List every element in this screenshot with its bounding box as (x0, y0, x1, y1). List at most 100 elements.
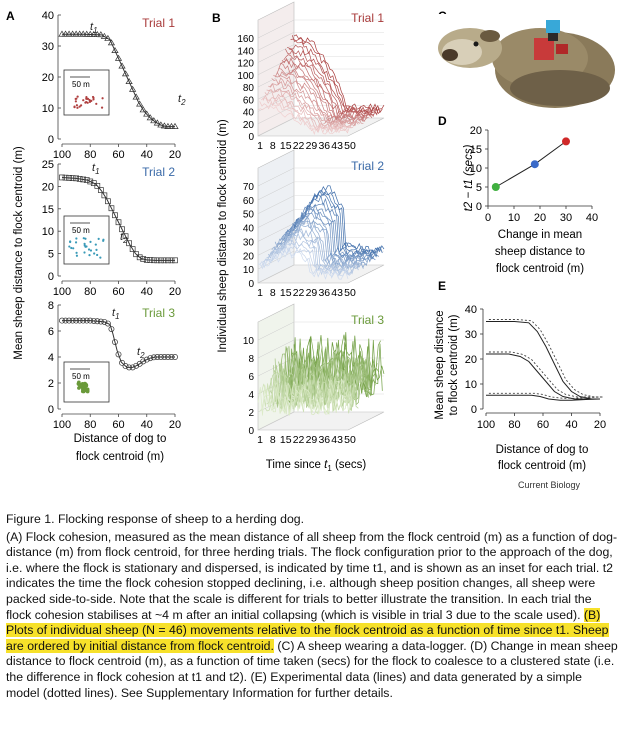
data-point (143, 356, 150, 363)
sheep-dot (75, 237, 78, 240)
x-tick-label: 29 (306, 434, 318, 446)
data-point (143, 110, 151, 117)
data-point (119, 226, 125, 233)
sheep-trace (288, 44, 380, 116)
t2-marker: t2 (137, 346, 145, 360)
sheep-dot (82, 237, 85, 240)
data-point (73, 175, 79, 182)
data-point (69, 175, 76, 181)
sheep-dot (75, 254, 79, 257)
grid-line (257, 105, 295, 124)
y-tick-label: 20 (42, 181, 54, 193)
grid-line (257, 19, 295, 39)
data-point (157, 121, 165, 128)
data-point (129, 364, 136, 371)
data-point (139, 106, 147, 113)
x-tick-label: 40 (141, 419, 153, 431)
scale-label: 50 m (72, 226, 90, 235)
sheep-trace (261, 379, 352, 415)
data-point (93, 31, 101, 38)
x-tick-label: 22 (293, 434, 305, 446)
x-tick-label: 80 (84, 419, 96, 431)
data-point (158, 257, 164, 264)
journal-credit: Current Biology (518, 480, 581, 490)
data-point (59, 317, 65, 324)
panel-d-xlabel-3: flock centroid (m) (496, 263, 584, 275)
data-point (125, 77, 133, 84)
trial-2-plot: 0 5 10 15 20 25 100 80 60 40 20 Trial 2 t1 t2 50 m (42, 159, 181, 298)
x-tick-label: 100 (477, 419, 495, 431)
t2-marker: t2 (120, 231, 128, 245)
caption-part-rest: (C) A sheep wearing a data-logger. (D) C… (6, 638, 618, 700)
y-tick-label: 10 (470, 163, 482, 175)
z-tick-label: 40 (243, 224, 255, 235)
sheep-dot (89, 249, 93, 252)
x-tick-label: 43 (331, 287, 343, 299)
grid-line (257, 339, 295, 359)
y-tick-label: 20 (465, 354, 477, 366)
data-point (76, 176, 83, 182)
x-tick-label: 15 (280, 287, 292, 299)
x-tick-label: 8 (270, 434, 276, 446)
z-tick-label: 8 (248, 354, 254, 365)
panel-e-ylabel-2: to flock centroid (m) (448, 314, 460, 415)
data-point (83, 30, 91, 37)
experimental-line (486, 353, 600, 400)
data-point (80, 317, 87, 324)
data-point (126, 364, 133, 371)
x-tick-label: 40 (141, 149, 153, 161)
data-point (73, 317, 80, 324)
panel-a-letter: A (6, 9, 15, 23)
z-tick-label: 20 (243, 120, 255, 131)
t1-marker: t1 (92, 162, 100, 176)
sheep-trace (259, 246, 351, 279)
data-point (164, 354, 171, 360)
data-point (76, 317, 83, 324)
x-tick-label: 50 (344, 287, 356, 299)
model-dotted-line (488, 351, 603, 398)
trial-1-plot: 0 10 20 30 40 100 80 60 40 20 Trial 1 t1 t2 50 m (42, 10, 186, 161)
x-tick-label: 20 (534, 212, 546, 224)
y-tick-label: 15 (470, 144, 482, 156)
trial-name: Trial 1 (351, 11, 384, 25)
z-tick-label: 4 (248, 390, 254, 401)
x-tick-label: 36 (318, 287, 330, 299)
trial-name: Trial 3 (351, 313, 384, 327)
flock-inset: 50 m (63, 361, 110, 403)
data-point (114, 54, 123, 61)
data-point (119, 359, 125, 366)
panel-d-xlabel-1: Change in mean (498, 229, 582, 241)
grid-line (257, 167, 295, 187)
data-point (133, 251, 140, 258)
sheep-dot (85, 95, 88, 99)
data-point (83, 317, 90, 324)
panel-e-xlabel-1: Distance of dog to (496, 444, 589, 456)
data-point (140, 256, 147, 262)
sheep-dot (74, 100, 77, 103)
x-tick-label: 36 (318, 140, 330, 152)
sheep-dot (85, 97, 89, 100)
sheep-dot (93, 252, 96, 255)
scale-label: 50 m (72, 80, 90, 89)
x-tick-label: 43 (331, 140, 343, 152)
y-tick-label: 5 (48, 249, 54, 261)
model-dotted-line (488, 319, 603, 398)
data-point (129, 246, 136, 252)
sheep-trace (257, 249, 349, 280)
trial-3-plot: 0 2 4 6 8 100 80 60 40 20 Trial 3 t1 t2 50 m (48, 300, 181, 431)
data-point (58, 30, 66, 37)
data-point (172, 257, 178, 264)
sheep-dot (90, 99, 93, 102)
cohesion-line (62, 33, 175, 128)
z-tick-label: 0 (248, 279, 254, 290)
panel-d: D t2 − t1 (secs) Change in mean sheep di… (438, 114, 598, 275)
y-tick-label: 10 (465, 379, 477, 391)
y-tick-label: 6 (48, 326, 54, 338)
grid-line (257, 321, 295, 341)
panel-a-xlabel-1: Distance of dog to (74, 433, 167, 445)
y-tick-label: 5 (476, 182, 482, 194)
data-point (107, 39, 116, 46)
data-point (146, 114, 154, 121)
y-tick-label: 0 (48, 271, 54, 283)
